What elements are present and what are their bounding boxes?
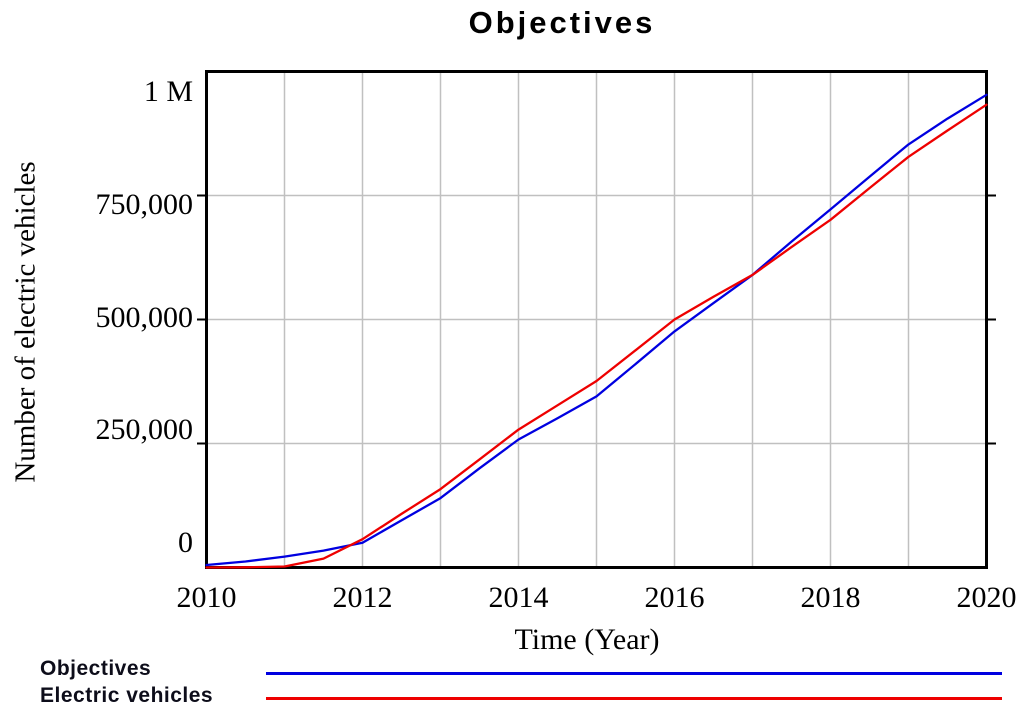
x-tick-label: 2020 <box>956 581 1017 614</box>
x-tick-label: 2010 <box>176 581 237 614</box>
x-tick-label: 2016 <box>644 581 705 614</box>
plot-border <box>205 70 988 569</box>
y-tick-label: 250,000 <box>95 413 194 447</box>
y-tick-label: 1 M <box>143 75 193 108</box>
legend-label: Electric vehicles <box>40 684 214 707</box>
series-line-objectives <box>205 93 988 567</box>
y-tick-label: 500,000 <box>95 300 194 334</box>
y-tick-label: 0 <box>178 526 193 559</box>
x-tick-label: 2018 <box>800 581 861 614</box>
chart-title: Objectives <box>468 5 656 40</box>
x-axis-title: Time (Year) <box>514 623 660 656</box>
y-tick-label: 750,000 <box>95 187 194 221</box>
legend-line-sample <box>266 672 1002 675</box>
legend-line-sample <box>266 697 1002 700</box>
x-tick-label: 2012 <box>332 581 393 614</box>
x-tick-label: 2014 <box>488 581 549 614</box>
legend-label: Objectives <box>40 657 152 680</box>
series-line-electric-vehicles <box>205 103 988 569</box>
